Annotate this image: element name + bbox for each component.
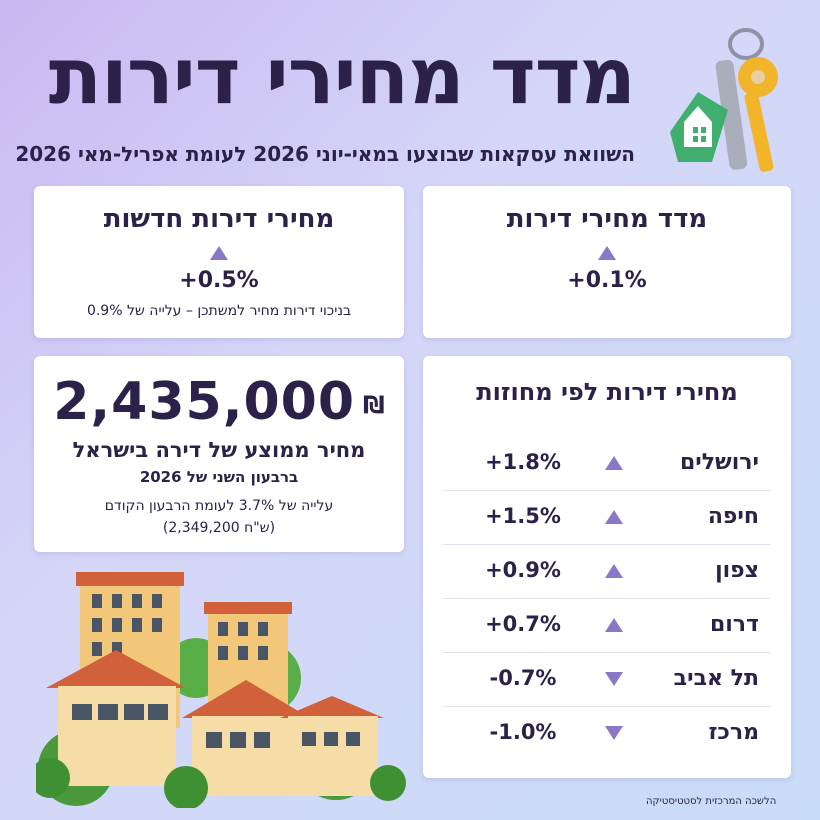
district-change: +1.5% xyxy=(485,504,561,528)
keys-illustration xyxy=(670,28,778,172)
up-triangle-icon xyxy=(605,456,623,470)
new-apartments-card: מחירי דירות חדשות +0.5% בניכוי דירות מחי… xyxy=(34,186,404,338)
district-row: מרכז -1.0% xyxy=(443,706,771,760)
district-row: ירושלים +1.8% xyxy=(443,436,771,491)
average-price-previous: (2,349,200 ש"ח) xyxy=(162,520,276,536)
houses-illustration xyxy=(36,572,406,808)
new-change: +0.5% xyxy=(179,268,259,293)
districts-title: מחירי דירות לפי מחוזות xyxy=(476,378,738,406)
up-triangle-icon xyxy=(605,510,623,524)
district-change: +0.9% xyxy=(485,558,561,582)
down-triangle-icon xyxy=(605,672,623,686)
average-price-note: עלייה של 3.7% לעומת הרבעון הקודם xyxy=(104,498,334,514)
districts-card: מחירי דירות לפי מחוזות ירושלים +1.8% חיפה +… xyxy=(423,356,791,778)
district-name: תל אביב xyxy=(673,666,759,691)
up-triangle-icon xyxy=(605,564,623,578)
up-triangle-icon xyxy=(598,246,616,260)
district-row: חיפה +1.5% xyxy=(443,490,771,545)
district-name: חיפה xyxy=(707,504,759,529)
index-card: מדד מחירי דירות +0.1% xyxy=(423,186,791,338)
index-card-title: מדד מחירי דירות xyxy=(506,204,708,234)
district-row: צפון +0.9% xyxy=(443,544,771,599)
district-row: תל אביב -0.7% xyxy=(443,652,771,707)
district-row: דרום +0.7% xyxy=(443,598,771,653)
district-change: +1.8% xyxy=(485,450,561,474)
source-credit: הלשכה המרכזית לסטטיסטיקה xyxy=(646,796,777,807)
average-price-card: 2,435,000 ₪ מחיר ממוצע של דירה בישראל ברב… xyxy=(34,356,404,552)
up-triangle-icon xyxy=(210,246,228,260)
district-name: צפון xyxy=(715,558,759,583)
new-card-title: מחירי דירות חדשות xyxy=(103,204,335,234)
average-price-label: מחיר ממוצע של דירה בישראל xyxy=(72,438,366,462)
page-title: מדד מחירי דירות xyxy=(48,32,636,122)
district-change: -0.7% xyxy=(489,666,557,690)
up-triangle-icon xyxy=(605,618,623,632)
down-triangle-icon xyxy=(605,726,623,740)
district-name: מרכז xyxy=(708,720,759,745)
district-change: -1.0% xyxy=(489,720,557,744)
district-change: +0.7% xyxy=(485,612,561,636)
district-name: דרום xyxy=(709,612,759,637)
new-card-note: בניכוי דירות מחיר למשתכן – עלייה של 0.9% xyxy=(86,303,352,319)
shekel-icon: ₪ xyxy=(363,391,385,419)
average-price-value: 2,435,000 xyxy=(53,372,356,432)
average-price-period: ברבעון השני של 2026 xyxy=(139,468,299,486)
page-subtitle: השוואת עסקאות שבוצעו במאי-יוני 2026 לעומ… xyxy=(15,142,635,166)
district-name: ירושלים xyxy=(679,450,759,475)
index-change: +0.1% xyxy=(567,268,647,293)
